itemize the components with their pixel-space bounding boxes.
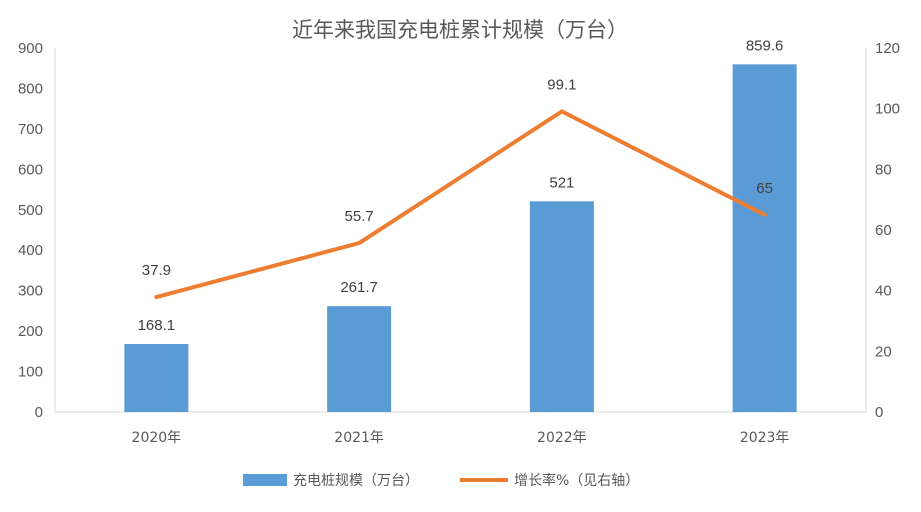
x-tick-label: 2021年 xyxy=(334,430,384,446)
y-right-tick-label: 80 xyxy=(875,161,892,178)
x-tick-label: 2022年 xyxy=(537,430,587,446)
series-line xyxy=(154,109,767,300)
bar xyxy=(732,64,797,413)
y-left-tick-label: 0 xyxy=(35,404,43,421)
x-axis: 2020年 2021年 2022年 2023年 xyxy=(132,430,790,446)
line-point xyxy=(154,295,159,300)
y-right-tick-label: 20 xyxy=(875,343,892,360)
y-left-tick-label: 500 xyxy=(18,202,43,219)
bar-data-label: 859.6 xyxy=(746,37,784,54)
y-right-tick-label: 100 xyxy=(875,101,900,118)
y-right-tick-label: 40 xyxy=(875,283,892,300)
line-data-label: 55.7 xyxy=(345,208,374,225)
y-left-tick-label: 100 xyxy=(18,364,43,381)
bar xyxy=(327,306,392,412)
legend-label-line: 增长率%（见右轴） xyxy=(514,472,639,489)
bar-data-label: 521 xyxy=(549,174,574,191)
y-left-tick-label: 300 xyxy=(18,283,43,300)
y-left-tick-label: 700 xyxy=(18,121,43,138)
x-tick-label: 2020年 xyxy=(132,430,182,446)
line-data-label: 65 xyxy=(756,180,773,197)
line-data-label: 99.1 xyxy=(547,76,576,93)
line-series: 37.9 55.7 99.1 65 xyxy=(142,76,773,300)
left-axis: 0 100 200 300 400 500 600 700 800 900 xyxy=(18,40,43,421)
y-left-tick-label: 900 xyxy=(18,40,43,57)
y-left-tick-label: 200 xyxy=(18,323,43,340)
y-right-tick-label: 120 xyxy=(875,40,900,57)
bar-data-label: 168.1 xyxy=(138,317,176,334)
chart-title: 近年来我国充电桩累计规模（万台） xyxy=(292,18,628,42)
bar xyxy=(529,201,594,412)
line-point xyxy=(559,109,564,114)
y-right-tick-label: 0 xyxy=(875,404,883,421)
line-point xyxy=(762,212,767,217)
legend-swatch-bars xyxy=(243,474,287,486)
line-point xyxy=(357,241,362,246)
bar-series: 168.1 261.7 521 859.6 xyxy=(124,37,797,413)
x-tick-label: 2023年 xyxy=(740,430,790,446)
y-left-tick-label: 800 xyxy=(18,80,43,97)
y-right-tick-label: 60 xyxy=(875,222,892,239)
y-left-tick-label: 600 xyxy=(18,161,43,178)
right-axis: 0 20 40 60 80 100 120 xyxy=(875,40,900,421)
legend: 充电桩规模（万台） 增长率%（见右轴） xyxy=(243,472,639,489)
y-left-tick-label: 400 xyxy=(18,242,43,259)
legend-label-bars: 充电桩规模（万台） xyxy=(293,472,419,489)
bar-data-label: 261.7 xyxy=(340,279,378,296)
line-data-label: 37.9 xyxy=(142,262,171,279)
bar xyxy=(124,344,189,412)
